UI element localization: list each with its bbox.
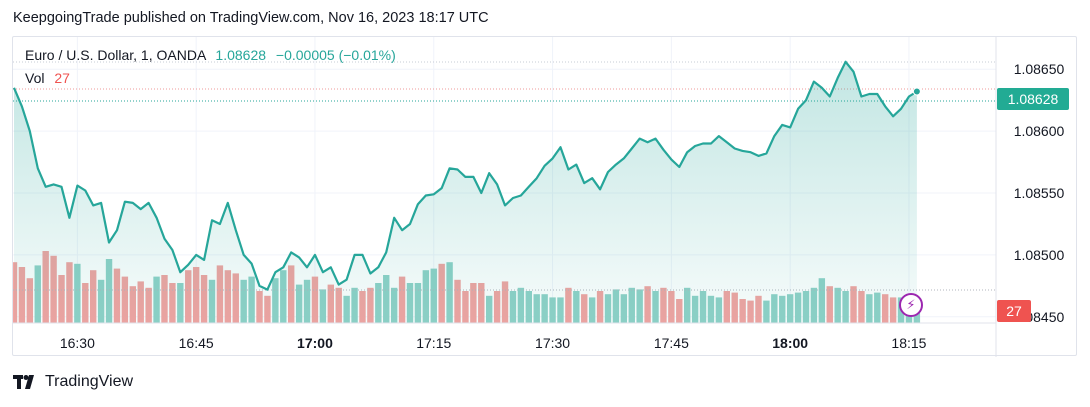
x-tick-label: 18:00: [772, 335, 808, 351]
price-chart[interactable]: 1.086501.086001.085501.085001.0845016:30…: [13, 37, 1078, 357]
price-change: −0.00005 (−0.01%): [275, 47, 396, 63]
y-tick-label: 1.08650: [1014, 61, 1065, 77]
x-tick-label: 16:45: [179, 335, 214, 351]
chart-panel[interactable]: 1.08650 1.08600 1.08550 1.08500 1.08450 16:30…: [12, 36, 1078, 357]
x-tick-label: 17:15: [416, 335, 451, 351]
price-line: [13, 60, 918, 291]
y-tick-label: 1.08550: [1014, 185, 1065, 201]
publish-line: KeepgoingTrade published on TradingView.…: [13, 10, 489, 26]
footer: TradingView: [13, 373, 133, 391]
x-tick-label: 17:30: [535, 335, 570, 351]
x-tick-label: 17:00: [297, 335, 333, 351]
chart-legend[interactable]: Euro / U.S. Dollar, 1, OANDA 1.08628 −0.…: [25, 47, 396, 63]
last-price-point: [912, 87, 921, 96]
x-tick-label: 16:30: [60, 335, 95, 351]
tradingview-logo-icon: [13, 375, 34, 389]
volume-legend[interactable]: Vol 27: [25, 70, 70, 86]
symbol-name[interactable]: Euro / U.S. Dollar, 1, OANDA: [25, 47, 206, 63]
volume-label: Vol: [25, 70, 45, 86]
volume-value: 27: [54, 70, 70, 86]
x-tick-label: 17:45: [654, 335, 689, 351]
brand-name: TradingView: [45, 373, 134, 390]
last-price: 1.08628: [215, 47, 267, 63]
y-tick-label: 1.08600: [1014, 123, 1065, 139]
price-tag: 1.08628: [997, 88, 1069, 110]
x-tick-label: 18:15: [891, 335, 926, 351]
lightning-icon[interactable]: ⚡: [899, 293, 923, 317]
price-area: [14, 61, 917, 323]
volume-tag: 27: [997, 300, 1031, 322]
y-tick-label: 1.08500: [1014, 247, 1065, 263]
